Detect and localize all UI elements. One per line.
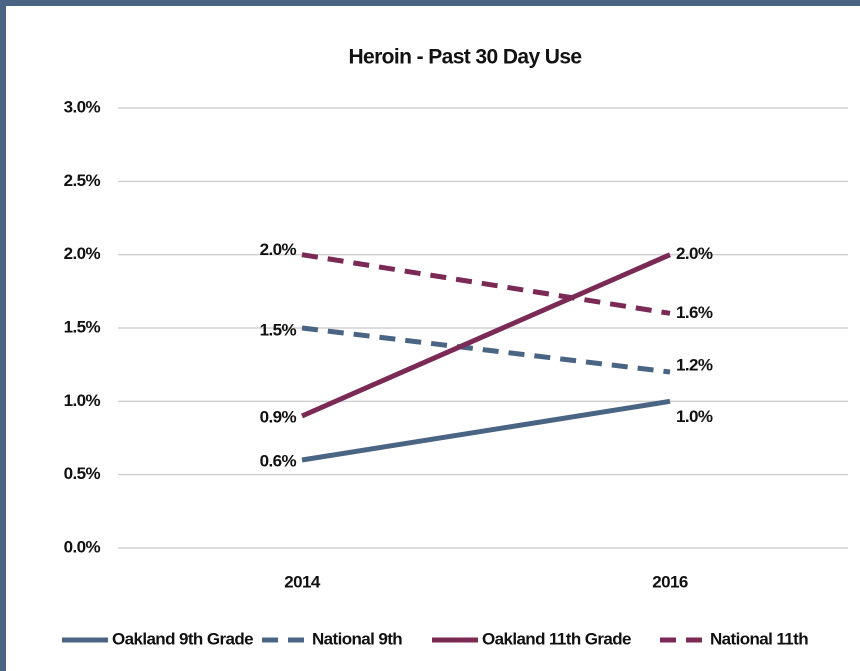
series-line bbox=[301, 325, 671, 375]
x-tick-label: 2016 bbox=[652, 572, 688, 591]
y-tick-label: 0.5% bbox=[64, 464, 101, 483]
y-tick-label: 2.0% bbox=[64, 244, 101, 263]
data-label: 1.2% bbox=[676, 355, 713, 374]
data-label: 2.0% bbox=[676, 244, 713, 263]
y-tick-label: 3.0% bbox=[64, 97, 101, 116]
y-tick-label: 1.0% bbox=[64, 391, 101, 410]
series-line bbox=[300, 252, 672, 419]
series-line bbox=[301, 398, 671, 463]
data-label: 0.9% bbox=[260, 407, 297, 426]
y-tick-label: 1.5% bbox=[64, 317, 101, 336]
data-label: 0.6% bbox=[260, 451, 297, 470]
data-label: 1.5% bbox=[260, 320, 297, 339]
y-tick-label: 2.5% bbox=[64, 171, 101, 190]
legend-label: National 11th bbox=[710, 629, 808, 648]
chart-title: Heroin - Past 30 Day Use bbox=[348, 46, 581, 69]
data-label: 1.0% bbox=[676, 407, 713, 426]
data-label: 1.6% bbox=[676, 303, 713, 322]
series-line bbox=[301, 252, 671, 316]
y-tick-label: 0.0% bbox=[64, 537, 101, 556]
data-label: 2.0% bbox=[260, 240, 297, 259]
legend-label: Oakland 11th Grade bbox=[482, 629, 631, 648]
legend-label: Oakland 9th Grade bbox=[112, 629, 253, 648]
background bbox=[6, 6, 860, 671]
legend-label: National 9th bbox=[312, 629, 402, 648]
x-tick-label: 2014 bbox=[284, 572, 321, 591]
